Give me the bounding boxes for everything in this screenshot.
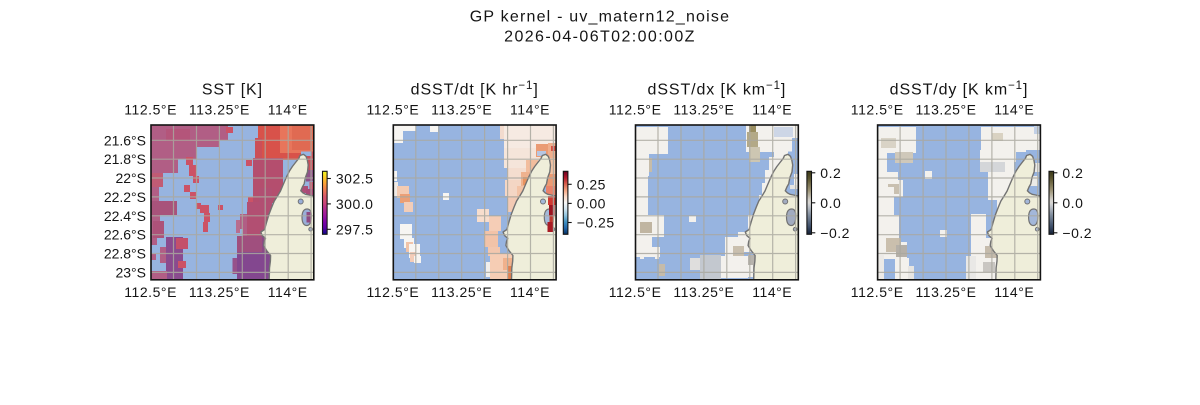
svg-text:112.5°E: 112.5°E <box>609 284 662 300</box>
svg-text:2026-04-06T02:00:00Z: 2026-04-06T02:00:00Z <box>504 28 696 45</box>
svg-text:22.2°S: 22.2°S <box>104 189 146 205</box>
svg-text:21.8°S: 21.8°S <box>104 151 146 167</box>
svg-text:113.25°E: 113.25°E <box>673 101 734 117</box>
svg-text:23°S: 23°S <box>115 264 146 280</box>
svg-text:0.2: 0.2 <box>820 165 841 181</box>
svg-text:113.25°E: 113.25°E <box>189 101 250 117</box>
svg-text:dSST/dx [K km−1]: dSST/dx [K km−1] <box>648 80 787 99</box>
svg-text:114°E: 114°E <box>510 284 550 300</box>
svg-text:0.2: 0.2 <box>1062 165 1083 181</box>
svg-text:113.25°E: 113.25°E <box>673 284 734 300</box>
svg-text:0.00: 0.00 <box>577 195 606 211</box>
svg-text:22.4°S: 22.4°S <box>104 208 146 224</box>
svg-text:113.25°E: 113.25°E <box>915 284 976 300</box>
svg-text:0.0: 0.0 <box>1062 195 1083 211</box>
svg-text:113.25°E: 113.25°E <box>915 101 976 117</box>
svg-text:112.5°E: 112.5°E <box>367 101 420 117</box>
svg-text:113.25°E: 113.25°E <box>189 284 250 300</box>
svg-text:−0.2: −0.2 <box>820 225 850 241</box>
svg-text:SST [K]: SST [K] <box>202 82 263 99</box>
svg-text:GP kernel - uv_matern12_noise: GP kernel - uv_matern12_noise <box>470 8 730 25</box>
svg-text:112.5°E: 112.5°E <box>124 101 177 117</box>
svg-text:−0.25: −0.25 <box>577 215 615 231</box>
svg-text:−0.2: −0.2 <box>1062 225 1092 241</box>
svg-text:112.5°E: 112.5°E <box>851 101 904 117</box>
svg-text:dSST/dy [K km−1]: dSST/dy [K km−1] <box>890 80 1029 99</box>
svg-text:114°E: 114°E <box>268 284 308 300</box>
svg-text:114°E: 114°E <box>994 284 1034 300</box>
svg-text:114°E: 114°E <box>268 101 308 117</box>
svg-text:0.0: 0.0 <box>820 195 841 211</box>
svg-text:114°E: 114°E <box>994 101 1034 117</box>
svg-text:22.6°S: 22.6°S <box>104 227 146 243</box>
svg-text:dSST/dt [K hr−1]: dSST/dt [K hr−1] <box>411 80 539 99</box>
svg-text:112.5°E: 112.5°E <box>609 101 662 117</box>
svg-text:0.25: 0.25 <box>577 176 606 192</box>
svg-text:297.5: 297.5 <box>336 221 374 237</box>
svg-text:302.5: 302.5 <box>336 171 374 187</box>
svg-text:114°E: 114°E <box>752 284 792 300</box>
svg-text:22.8°S: 22.8°S <box>104 246 146 262</box>
svg-text:113.25°E: 113.25°E <box>431 101 492 117</box>
svg-text:112.5°E: 112.5°E <box>851 284 904 300</box>
svg-text:300.0: 300.0 <box>336 196 374 212</box>
svg-text:113.25°E: 113.25°E <box>431 284 492 300</box>
svg-text:114°E: 114°E <box>752 101 792 117</box>
svg-text:22°S: 22°S <box>115 170 146 186</box>
svg-text:114°E: 114°E <box>510 101 550 117</box>
svg-text:21.6°S: 21.6°S <box>104 132 146 148</box>
svg-text:112.5°E: 112.5°E <box>367 284 420 300</box>
svg-text:112.5°E: 112.5°E <box>124 284 177 300</box>
